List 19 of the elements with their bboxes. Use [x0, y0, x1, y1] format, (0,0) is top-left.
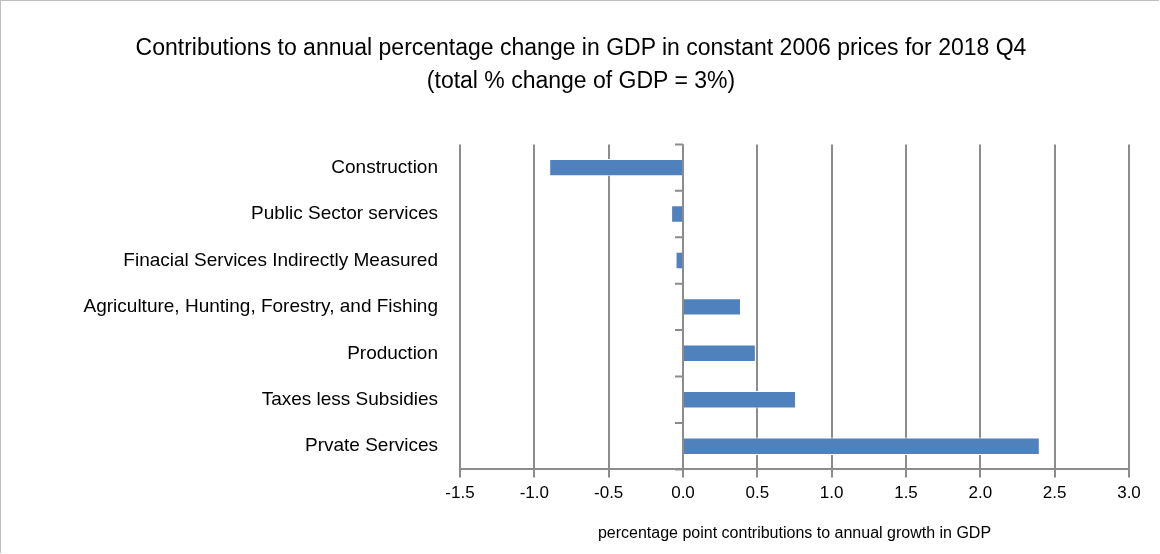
x-tick-label: -0.5 — [594, 483, 624, 503]
y-tick-label: Taxes less Subsidies — [261, 387, 438, 409]
chart-title: Contributions to annual percentage change in GDP in constant 2006 prices for 2018 Q4 (total % change of GDP = 3%) — [134, 33, 1028, 95]
y-tick-label: Prvate Services — [304, 434, 438, 456]
x-tick-label: -1.5 — [445, 483, 475, 503]
x-tick-label: 2.5 — [1042, 483, 1067, 503]
x-tick-label: 0.5 — [745, 483, 770, 503]
x-axis-title: percentage point contributions to annual growth in GDP — [597, 523, 992, 541]
y-tick-label: Finacial Services Indirectly Measured — [123, 248, 438, 270]
x-tick-label: 2.0 — [968, 483, 993, 503]
y-tick-label: Public Sector services — [251, 202, 438, 224]
x-tick-label: -1.0 — [519, 483, 549, 503]
x-tick-label: 3.0 — [1117, 483, 1141, 503]
x-tick-label: 0.0 — [671, 483, 695, 503]
y-tick-label: Construction — [331, 155, 438, 177]
y-tick-label: Agriculture, Hunting, Forestry, and Fishing — [83, 295, 438, 317]
x-tick-label: 1.5 — [894, 483, 918, 503]
x-tick-label: 1.0 — [819, 483, 844, 503]
y-tick-label: Production — [347, 341, 438, 363]
